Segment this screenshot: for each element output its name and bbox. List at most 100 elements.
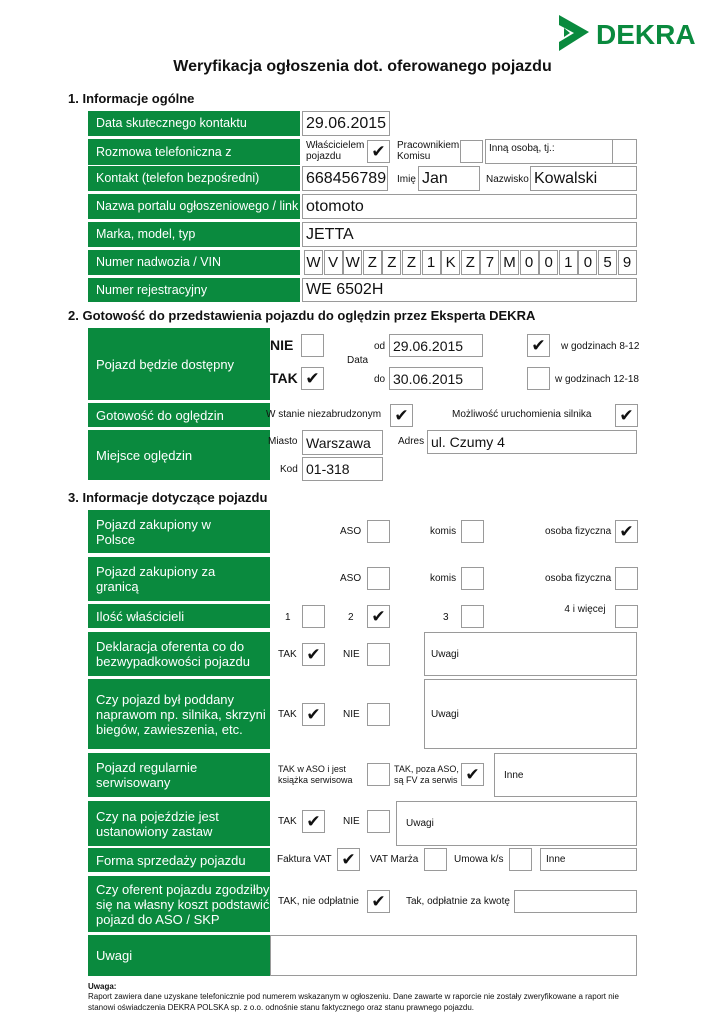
vin-char: W: [343, 250, 363, 275]
tak-label: TAK: [278, 649, 297, 660]
reg-field[interactable]: WE 6502H: [302, 278, 637, 302]
other-person-field[interactable]: Inną osobą, tj.:: [485, 139, 613, 164]
paid-amount-field[interactable]: [514, 890, 637, 913]
note-title: Uwaga:: [88, 982, 117, 991]
owner-checkbox[interactable]: ✔: [367, 140, 390, 163]
engine-label: Możliwość uruchomienia silnika: [452, 409, 592, 420]
vat-checkbox[interactable]: ✔: [337, 848, 360, 871]
nie-checkbox[interactable]: [301, 334, 324, 357]
notes-field[interactable]: [270, 935, 637, 976]
service-fv-label: TAK, poza ASO, są FV za serwis: [394, 764, 459, 785]
contract-checkbox[interactable]: [509, 848, 532, 871]
owners-3-checkbox[interactable]: [461, 605, 484, 628]
section-2-heading: 2. Gotowość do przedstawienia pojazdu do…: [68, 308, 536, 323]
label-vin: Numer nadwozia / VIN: [88, 250, 300, 275]
last-name-label: Nazwisko: [486, 174, 529, 185]
lien-nie-checkbox[interactable]: [367, 810, 390, 833]
check-mark-icon: ✔: [306, 644, 321, 664]
owners-1-checkbox[interactable]: [302, 605, 325, 628]
from-date-field[interactable]: 29.06.2015: [389, 334, 483, 357]
last-name-field[interactable]: Kowalski: [530, 166, 637, 191]
service-other-field[interactable]: Inne: [494, 753, 637, 797]
sale-other-field[interactable]: Inne: [540, 848, 637, 871]
nie-label: NIE: [343, 709, 360, 720]
check-mark-icon: ✔: [371, 891, 386, 911]
repairs-tak-checkbox[interactable]: ✔: [302, 703, 325, 726]
owners-1-label: 1: [285, 612, 291, 623]
label-contact-date: Data skutecznego kontaktu: [88, 111, 300, 136]
label-available: Pojazd będzie dostępny: [88, 328, 270, 400]
check-mark-icon: ✔: [619, 521, 634, 541]
zip-label: Kod: [280, 464, 298, 475]
page-title: Weryfikacja ogłoszenia dot. oferowanego …: [173, 58, 552, 75]
free-checkbox[interactable]: ✔: [367, 890, 390, 913]
accident-notes-field[interactable]: Uwagi: [424, 632, 637, 676]
engine-checkbox[interactable]: ✔: [615, 404, 638, 427]
service-aso-checkbox[interactable]: [367, 763, 390, 786]
portal-field[interactable]: otomoto: [302, 194, 637, 219]
repairs-notes-field[interactable]: Uwagi: [424, 679, 637, 749]
lien-tak-checkbox[interactable]: ✔: [302, 810, 325, 833]
nie-label: NIE: [343, 649, 360, 660]
other-checkbox[interactable]: [612, 139, 637, 164]
tak-label: TAK: [278, 816, 297, 827]
city-label: Miasto: [268, 436, 298, 447]
hours-8-12-checkbox[interactable]: ✔: [527, 334, 550, 357]
vin-char: 1: [558, 250, 578, 275]
aso-label: ASO: [340, 526, 362, 537]
dealer-checkbox[interactable]: [460, 140, 483, 163]
city-field[interactable]: Warszawa: [302, 430, 383, 455]
first-name-label: Imię: [397, 174, 416, 185]
abroad-komis-checkbox[interactable]: [461, 567, 484, 590]
label-accident: Deklaracja oferenta co do bezwypadkowośc…: [88, 632, 270, 676]
free-label: TAK, nie odpłatnie: [278, 896, 359, 907]
vin-char: 0: [519, 250, 539, 275]
accident-nie-checkbox[interactable]: [367, 643, 390, 666]
first-name-field[interactable]: Jan: [418, 166, 480, 191]
private-label: osoba fizyczna: [545, 573, 612, 584]
owners-2-label: 2: [348, 612, 354, 623]
owners-2-checkbox[interactable]: ✔: [367, 605, 390, 628]
komis-label: komis: [430, 526, 457, 537]
label-sale-form: Forma sprzedaży pojazdu: [88, 848, 270, 872]
vin-char: Z: [382, 250, 402, 275]
vin-char: 0: [539, 250, 559, 275]
nie-label: NIE: [343, 816, 360, 827]
note-text: Raport zawiera dane uzyskane telefoniczn…: [88, 992, 619, 1012]
contract-label: Umowa k/s: [454, 854, 504, 865]
pl-private-checkbox[interactable]: ✔: [615, 520, 638, 543]
clean-checkbox[interactable]: ✔: [390, 404, 413, 427]
pl-komis-checkbox[interactable]: [461, 520, 484, 543]
repairs-nie-checkbox[interactable]: [367, 703, 390, 726]
vin-char: W: [304, 250, 323, 275]
accident-tak-checkbox[interactable]: ✔: [302, 643, 325, 666]
clean-label: W stanie niezabrudzonym: [266, 409, 382, 420]
to-date-field[interactable]: 30.06.2015: [389, 367, 483, 390]
paid-label: Tak, odpłatnie za kwotę: [406, 896, 510, 907]
vin-char: 5: [598, 250, 617, 275]
owners-4-checkbox[interactable]: [615, 605, 638, 628]
tak-checkbox[interactable]: ✔: [301, 367, 324, 390]
pl-aso-checkbox[interactable]: [367, 520, 390, 543]
margin-checkbox[interactable]: [424, 848, 447, 871]
service-fv-checkbox[interactable]: ✔: [461, 763, 484, 786]
label-owners: Ilość właścicieli: [88, 604, 270, 628]
abroad-private-checkbox[interactable]: [615, 567, 638, 590]
tak-label: TAK: [278, 709, 297, 720]
hours-12-18-checkbox[interactable]: [527, 367, 550, 390]
abroad-aso-checkbox[interactable]: [367, 567, 390, 590]
label-phone: Kontakt (telefon bezpośredni): [88, 166, 300, 191]
check-mark-icon: ✔: [371, 606, 386, 626]
address-field[interactable]: ul. Czumy 4: [427, 430, 637, 454]
phone-field[interactable]: 668456789: [302, 166, 388, 191]
lien-notes-field[interactable]: Uwagi: [396, 801, 637, 846]
private-label: osoba fizyczna: [545, 526, 612, 537]
vin-char: M: [500, 250, 519, 275]
contact-date-field[interactable]: 29.06.2015: [302, 111, 390, 136]
label-reg: Numer rejestracyjny: [88, 278, 300, 302]
zip-field[interactable]: 01-318: [302, 457, 383, 481]
make-field[interactable]: JETTA: [302, 222, 637, 247]
vin-char: V: [323, 250, 343, 275]
label-place: Miejsce oględzin: [88, 430, 270, 480]
